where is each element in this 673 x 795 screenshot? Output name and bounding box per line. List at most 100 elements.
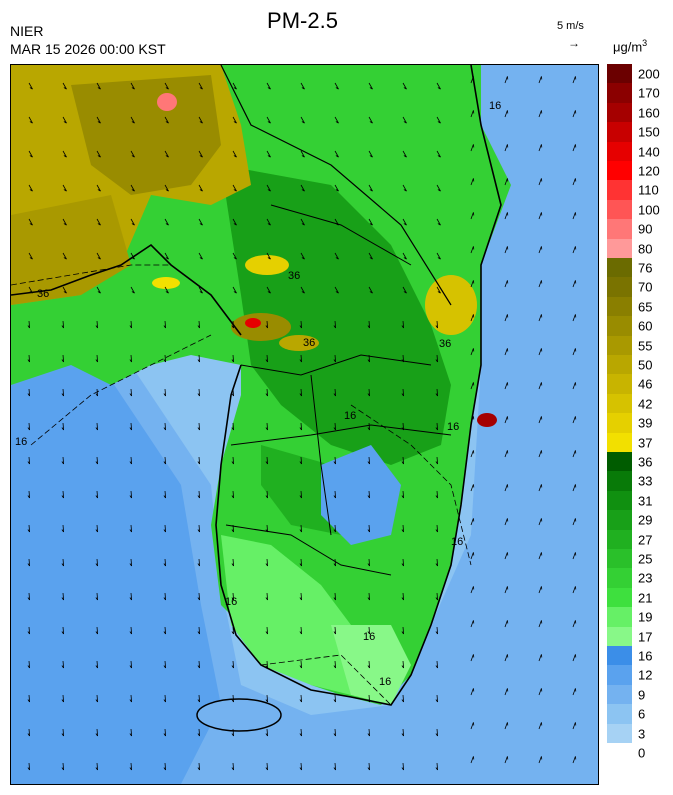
wind-arrow-head: [27, 325, 30, 329]
wind-arrow-head: [199, 291, 203, 294]
legend-swatch: [607, 83, 632, 104]
wind-arrow-head: [299, 325, 302, 329]
wind-arrow-icon: [402, 150, 407, 158]
wind-arrow-head: [401, 461, 404, 465]
wind-arrow-head: [333, 359, 336, 363]
wind-arrow-head: [199, 223, 203, 226]
wind-arrow-head: [333, 631, 336, 635]
wind-arrow-head: [95, 393, 98, 397]
wind-arrow-head: [369, 223, 373, 226]
wind-arrow-icon: [300, 728, 302, 737]
wind-arrow-head: [333, 529, 336, 533]
wind-arrow-icon: [300, 762, 302, 771]
legend-swatch: [607, 219, 632, 240]
wind-arrow-head: [267, 223, 271, 226]
wind-arrow-icon: [130, 116, 135, 124]
wind-arrow-head: [61, 529, 64, 533]
legend-label: 60: [638, 318, 653, 334]
northwest-core-zone: [71, 75, 221, 195]
wind-arrow-head: [163, 733, 166, 737]
wind-arrow-icon: [504, 688, 508, 696]
wind-arrow-icon: [334, 762, 336, 771]
wind-arrow-icon: [28, 150, 33, 158]
wind-arrow-head: [197, 325, 200, 329]
contour-16-a: [30, 334, 212, 446]
south-coast-zone: [331, 625, 411, 705]
wind-arrow-icon: [538, 688, 542, 696]
wind-arrow-icon: [470, 348, 474, 356]
wind-arrow-icon: [164, 592, 166, 601]
wind-arrow-head: [367, 359, 370, 363]
wind-arrow-icon: [572, 586, 576, 594]
wind-arrow-head: [403, 223, 407, 226]
wind-arrow-head: [233, 189, 237, 192]
wind-arrow-icon: [368, 694, 370, 703]
wind-arrow-head: [435, 529, 438, 533]
wind-arrow-head: [265, 461, 268, 465]
wind-arrow-icon: [436, 558, 438, 567]
wind-arrow-icon: [402, 116, 407, 124]
wind-arrow-icon: [164, 762, 166, 771]
legend-label: 76: [638, 260, 653, 276]
wind-arrow-icon: [164, 728, 166, 737]
wind-arrow-head: [333, 733, 336, 737]
province-boundaries: [225, 204, 452, 576]
coastline-north: [11, 243, 242, 336]
legend-swatch: [607, 723, 632, 744]
legend-swatch: [607, 432, 632, 453]
wind-arrow-head: [163, 325, 166, 329]
wind-arrow-icon: [436, 592, 438, 601]
wind-arrow-icon: [572, 416, 576, 424]
legend-label: 42: [638, 396, 653, 412]
wind-arrow-head: [163, 359, 166, 363]
wind-arrow-head: [197, 597, 200, 601]
legend-swatch: [607, 626, 632, 647]
wind-arrow-icon: [402, 762, 404, 771]
wind-arrow-head: [97, 121, 101, 124]
inland-high-zone: [221, 165, 451, 465]
wind-arrow-icon: [198, 354, 200, 363]
wind-arrow-icon: [96, 558, 98, 567]
wind-arrow-head: [27, 631, 30, 635]
wind-arrow-icon: [96, 286, 101, 294]
wind-arrow-icon: [28, 218, 33, 226]
wind-arrow-icon: [538, 416, 542, 424]
wind-arrow-head: [231, 563, 234, 567]
wind-arrow-icon: [300, 252, 305, 260]
legend-swatch: [607, 510, 632, 531]
wind-arrow-head: [367, 665, 370, 669]
contour-label: 16: [489, 100, 501, 112]
wind-arrow-head: [401, 597, 404, 601]
wind-arrow-icon: [572, 620, 576, 628]
contour-label: 36: [37, 288, 49, 300]
wind-arrow-icon: [368, 422, 370, 431]
wind-arrow-icon: [96, 82, 101, 90]
wind-arrow-head: [129, 393, 132, 397]
wind-arrow-icon: [334, 218, 339, 226]
wind-arrow-icon: [266, 82, 271, 90]
legend-label: 0: [638, 745, 646, 761]
wind-arrow-icon: [470, 144, 474, 152]
wind-arrow-icon: [232, 82, 237, 90]
wind-arrow-head: [231, 699, 234, 703]
coastline-main: [215, 65, 502, 706]
contour-label: 36: [303, 337, 315, 349]
wind-arrow-icon: [96, 354, 98, 363]
wind-arrow-icon: [266, 354, 268, 363]
wind-arrow-icon: [130, 694, 132, 703]
wind-arrow-icon: [130, 320, 132, 329]
wind-arrow-icon: [504, 314, 508, 322]
wind-arrow-head: [63, 291, 67, 294]
wind-arrow-icon: [504, 484, 508, 492]
wind-arrow-head: [95, 461, 98, 465]
wind-arrow-icon: [130, 252, 135, 260]
wind-arrow-head: [61, 665, 64, 669]
legend-label: 31: [638, 493, 653, 509]
wind-arrow-icon: [266, 422, 268, 431]
wind-arrow-head: [265, 495, 268, 499]
wind-arrow-icon: [402, 218, 407, 226]
wind-arrow-icon: [504, 178, 508, 186]
wind-arrow-icon: [402, 320, 404, 329]
wind-arrow-head: [301, 189, 305, 192]
wind-arrow-head: [199, 257, 203, 260]
